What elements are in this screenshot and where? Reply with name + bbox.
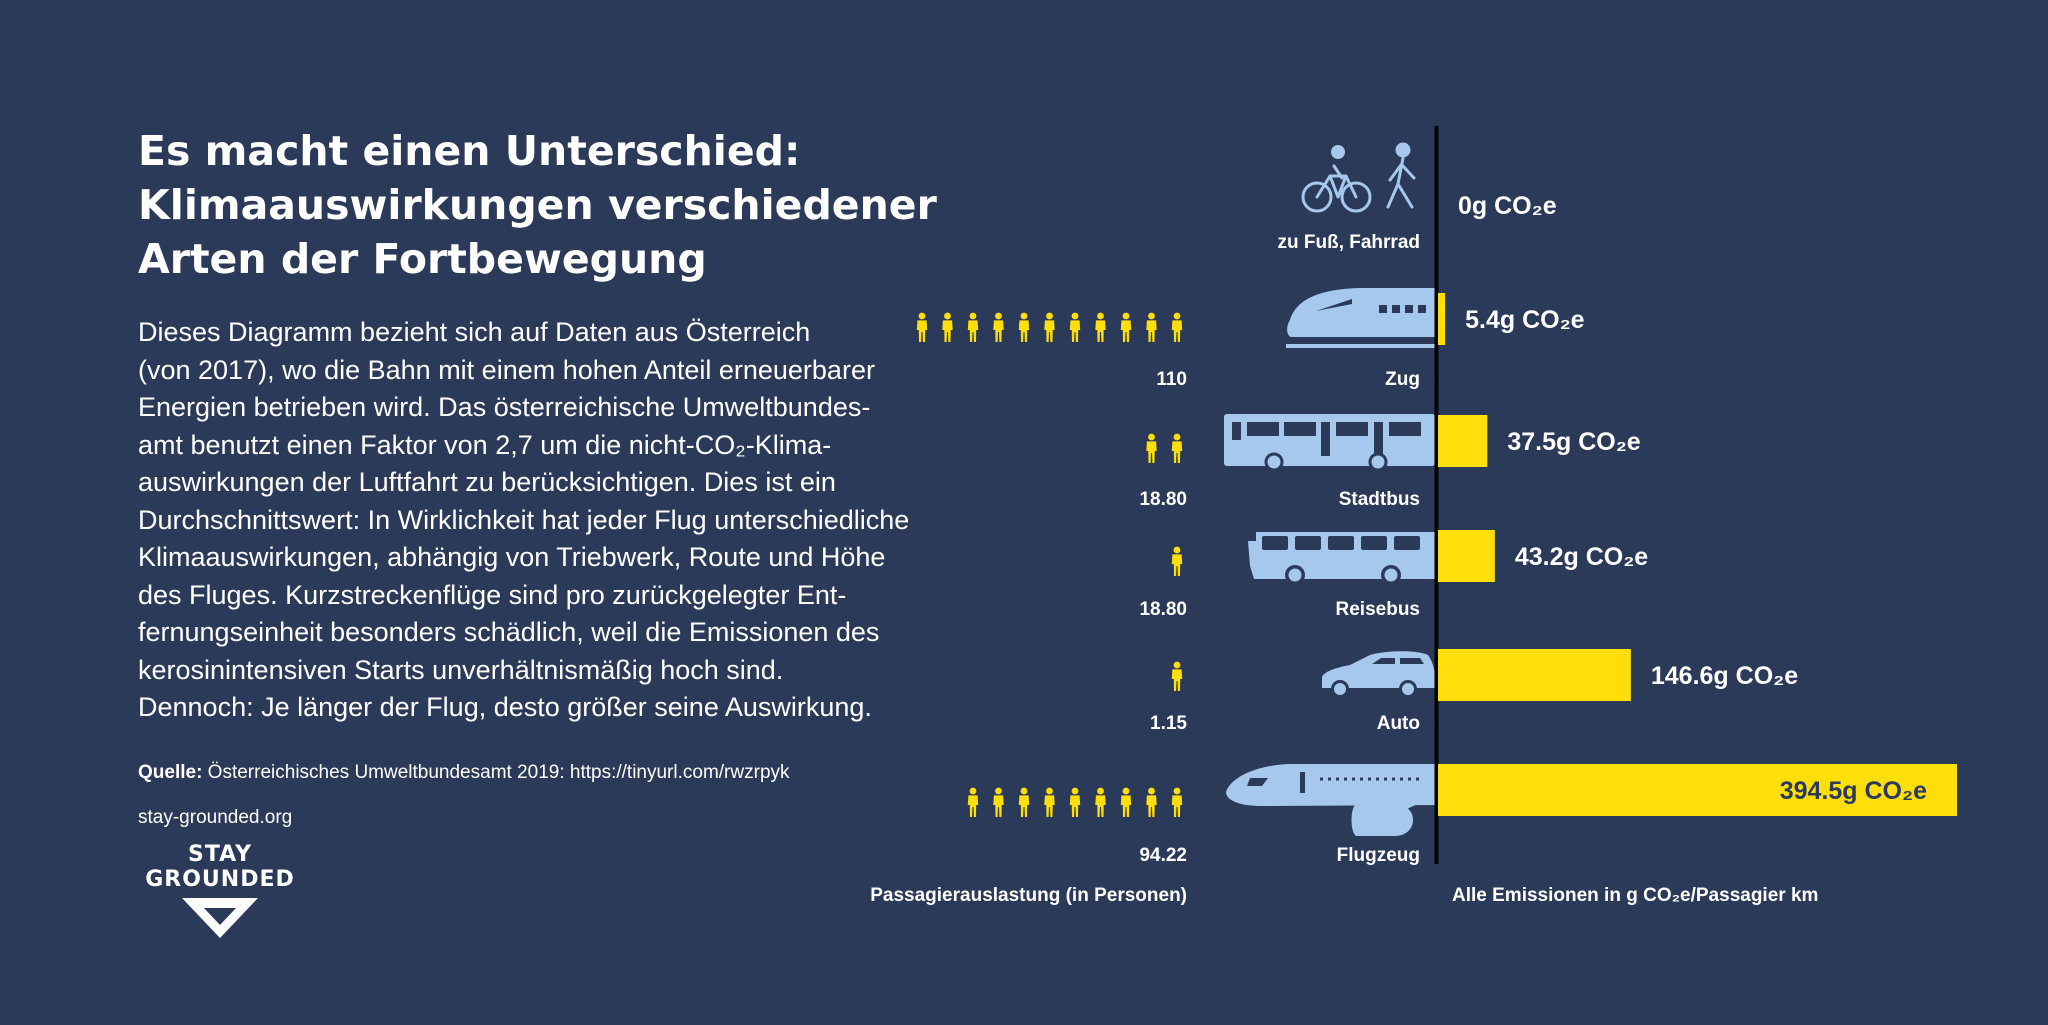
description-line: amt benutzt einen Faktor von 2,7 um die …	[138, 429, 832, 460]
description-line: kerosinintensiven Starts unverhältnismäß…	[138, 654, 784, 685]
bar-zug	[1438, 293, 1446, 345]
person-icon	[1171, 546, 1183, 576]
logo-chevron-icon	[182, 898, 258, 938]
bars	[1438, 293, 1957, 816]
person-icon	[1018, 312, 1030, 342]
person-icon	[993, 787, 1004, 817]
title-line: Es macht einen Unterschied:	[138, 127, 801, 175]
passenger-axis-label: Passagierauslastung (in Personen)	[870, 885, 1187, 906]
value-label: 43.2g CO₂e	[1515, 543, 1648, 571]
bar-reisebus	[1438, 530, 1495, 582]
train-icon	[1286, 288, 1438, 348]
website-link[interactable]: stay-grounded.org	[138, 807, 293, 828]
value-label: 394.5g CO₂e	[1780, 777, 1927, 805]
person-icon	[1171, 787, 1183, 817]
bicycle-walker-icon	[1301, 142, 1416, 213]
person-icon	[1171, 433, 1183, 463]
logo-line: GROUNDED	[145, 867, 295, 892]
description: Dieses Diagramm bezieht sich auf Daten a…	[138, 314, 958, 727]
person-icon	[1069, 312, 1081, 342]
page-title: Es macht einen Unterschied: Klimaauswirk…	[138, 124, 998, 286]
bar-flugzeug	[1438, 764, 1957, 816]
person-icon	[1171, 312, 1183, 342]
person-icon	[1044, 787, 1055, 817]
passenger-load-label: 18.80	[1139, 599, 1187, 620]
person-icon	[916, 312, 928, 342]
passenger-icons	[916, 312, 1183, 817]
category-label: Stadtbus	[1339, 489, 1420, 510]
value-label: 37.5g CO₂e	[1507, 428, 1640, 456]
source-note: Quelle: Österreichisches Umweltbundesamt…	[138, 762, 790, 784]
passenger-load-label: 110	[1156, 369, 1187, 390]
person-icon	[1146, 787, 1157, 817]
city-bus-icon	[1224, 414, 1435, 472]
person-icon	[1044, 312, 1055, 342]
value-label: 5.4g CO₂e	[1465, 306, 1585, 334]
source-text: Österreichisches Umweltbundesamt 2019: h…	[202, 762, 790, 783]
description-line: fernungseinheit besonders schädlich, wei…	[138, 617, 880, 647]
title-line: Arten der Fortbewegung	[138, 235, 707, 283]
category-label: Auto	[1377, 713, 1420, 734]
passenger-load-label: 94.22	[1139, 845, 1187, 866]
logo-line: STAY	[188, 842, 252, 867]
category-label: Zug	[1385, 369, 1420, 390]
person-icon	[1146, 433, 1157, 463]
value-label: 146.6g CO₂e	[1651, 662, 1798, 690]
person-icon	[942, 312, 953, 342]
description-line: Dennoch: Je länger der Flug, desto größe…	[138, 692, 872, 722]
person-icon	[967, 787, 979, 817]
description-line: Energien betrieben wird. Das österreichi…	[138, 392, 871, 422]
emissions-axis-label: Alle Emissionen in g CO₂e/Passagier km	[1452, 885, 1818, 906]
category-label: zu Fuß, Fahrrad	[1278, 232, 1421, 253]
person-icon	[1171, 661, 1183, 691]
person-icon	[967, 312, 979, 342]
person-icon	[1095, 787, 1106, 817]
description-line: des Fluges. Kurzstreckenflüge sind pro z…	[138, 579, 847, 610]
category-label: Flugzeug	[1337, 845, 1420, 866]
description-line: Klimaauswirkungen, abhängig von Triebwer…	[138, 542, 886, 572]
passenger-load-label: 1.15	[1150, 713, 1187, 734]
value-label: 0g CO₂e	[1458, 192, 1557, 220]
person-icon	[1120, 312, 1132, 342]
person-icon	[993, 312, 1004, 342]
person-icon	[1146, 312, 1157, 342]
airplane-icon	[1226, 764, 1440, 836]
person-icon	[1069, 787, 1081, 817]
description-line: auswirkungen der Luftfahrt zu berücksich…	[138, 467, 836, 497]
stay-grounded-logo: STAY GROUNDED	[136, 842, 304, 955]
category-label: Reisebus	[1336, 599, 1420, 620]
description-line: Durchschnittswert: In Wirklichkeit hat j…	[138, 504, 910, 535]
bar-auto	[1438, 649, 1631, 701]
description-line: (von 2017), wo die Bahn mit einem hohen …	[138, 354, 875, 385]
passenger-load-label: 18.80	[1139, 489, 1187, 510]
description-line: Dieses Diagramm bezieht sich auf Daten a…	[138, 317, 811, 347]
coach-bus-icon	[1248, 532, 1436, 585]
person-icon	[1095, 312, 1106, 342]
source-label: Quelle:	[138, 762, 203, 783]
title-line: Klimaauswirkungen verschiedener	[138, 181, 937, 229]
person-icon	[1120, 787, 1132, 817]
person-icon	[1018, 787, 1030, 817]
bar-stadtbus	[1438, 415, 1488, 467]
car-icon	[1322, 651, 1436, 698]
